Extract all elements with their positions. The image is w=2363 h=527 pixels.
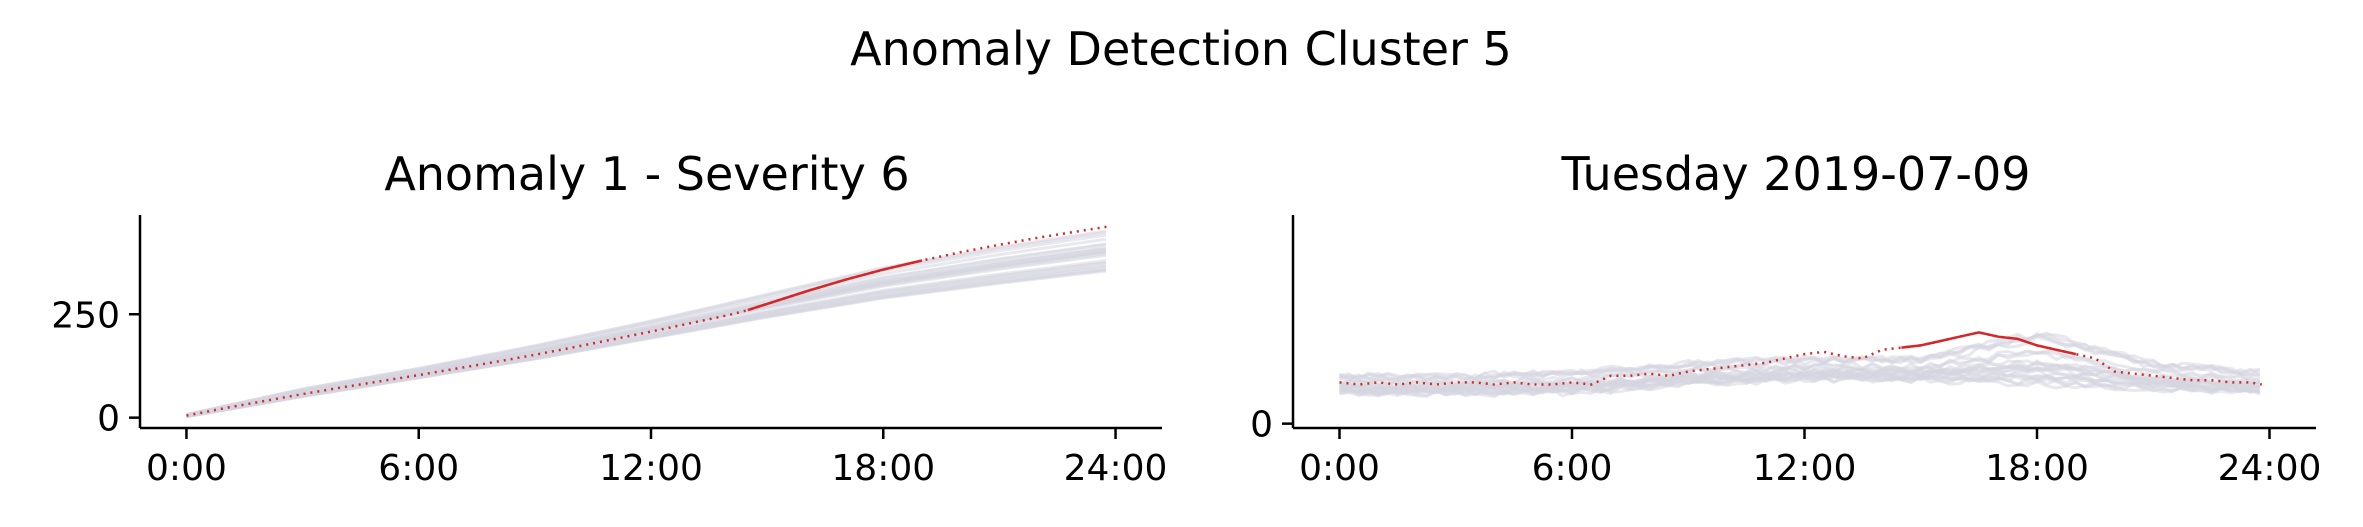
- figure-title: Anomaly Detection Cluster 5: [850, 22, 1512, 76]
- y-tick-label: 250: [51, 295, 120, 336]
- anomaly-series-dotted-line: [186, 225, 1108, 417]
- x-tick-label: 12:00: [1753, 448, 1857, 489]
- anomaly-series-dotted-line: [1339, 331, 2263, 386]
- background-series-line: [186, 268, 1107, 419]
- x-tick-label: 6:00: [378, 448, 459, 489]
- panel-daily-profile: 0:00 6:00 12:00 18:00 24:00 0: [1250, 215, 2321, 489]
- background-series-line: [1339, 375, 2261, 397]
- y-tick-label: 0: [97, 399, 120, 440]
- x-tick-label: 18:00: [831, 448, 935, 489]
- background-series-group: [1338, 331, 2261, 398]
- anomaly-series-solid-line: [1901, 331, 2077, 356]
- background-series-line: [1339, 331, 2261, 382]
- panel1-title: Anomaly 1 - Severity 6: [384, 147, 909, 201]
- x-tick-label: 12:00: [599, 448, 703, 489]
- anomaly-series-solid-line: [747, 259, 923, 312]
- x-tick-label: 0:00: [146, 448, 227, 489]
- x-tick-label: 6:00: [1532, 448, 1613, 489]
- y-tick-label: 0: [1250, 405, 1273, 446]
- panel2-title: Tuesday 2019-07-09: [1560, 147, 2030, 201]
- background-series-group: [186, 229, 1107, 419]
- background-series-line: [186, 268, 1107, 419]
- background-series-line: [186, 229, 1107, 416]
- panel-anomaly-severity: 0:00 6:00 12:00 18:00 24:00 0 250: [51, 215, 1167, 489]
- background-series-line: [1339, 350, 2260, 388]
- background-series-line: [186, 269, 1107, 419]
- x-tick-label: 18:00: [1985, 448, 2089, 489]
- x-tick-label: 24:00: [2218, 448, 2322, 489]
- x-tick-label: 24:00: [1064, 448, 1168, 489]
- background-series-line: [1339, 359, 2260, 392]
- x-tick-label: 0:00: [1299, 448, 1380, 489]
